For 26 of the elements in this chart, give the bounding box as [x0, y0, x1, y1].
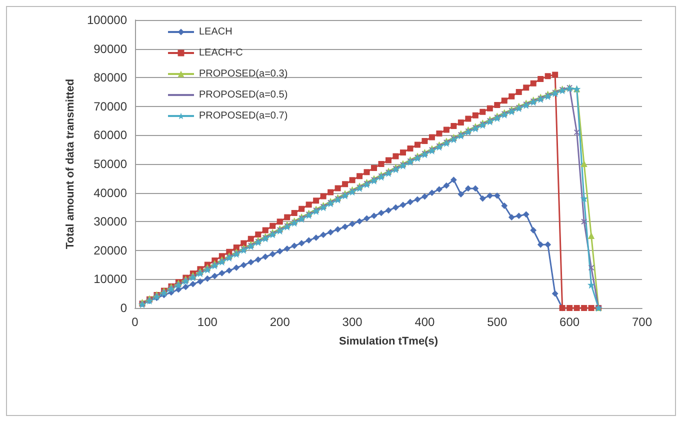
y-tick-label: 50000	[94, 157, 128, 171]
legend-label: PROPOSED(a=0.3)	[199, 68, 288, 80]
legend-label: PROPOSED(a=0.7)	[199, 110, 288, 122]
legend-label: LEACH-C	[199, 48, 243, 58]
y-tick-label: 100000	[86, 13, 128, 27]
y-tick-label: 90000	[94, 42, 128, 56]
x-tick-label: 600	[560, 315, 580, 329]
legend-label: PROPOSED(a=0.5)	[199, 90, 288, 100]
y-tick-label: 70000	[94, 99, 128, 114]
y-tick-label: 20000	[94, 243, 128, 258]
y-tick-label: 60000	[94, 128, 128, 142]
x-tick-label: 100	[197, 315, 218, 329]
x-tick-label: 300	[342, 315, 363, 329]
y-axis-title: Total amount of data transmitted	[64, 78, 77, 250]
x-tick-label: 700	[632, 315, 652, 329]
x-axis-title: Simulation tTme(s)	[338, 336, 438, 348]
legend-label: LEACH	[199, 26, 232, 38]
x-tick-label: 500	[487, 315, 508, 329]
y-tick-label: 40000	[94, 186, 128, 200]
y-tick-label: 80000	[94, 70, 128, 85]
x-tick-label: 400	[414, 315, 436, 329]
y-tick-label: 0	[120, 301, 128, 315]
x-tick-label: 0	[132, 315, 139, 329]
x-tick-label: 200	[270, 315, 290, 329]
y-tick-label: 10000	[94, 272, 128, 286]
y-tick-label: 30000	[94, 214, 128, 229]
